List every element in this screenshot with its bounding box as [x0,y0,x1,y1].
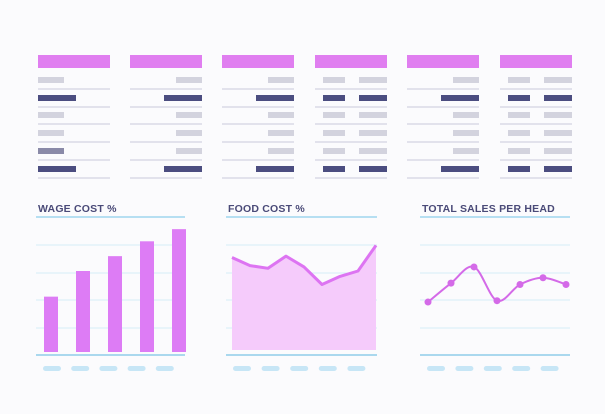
x-label-placeholder [455,366,474,371]
cell [268,77,294,83]
x-label-placeholder [99,366,118,371]
bar [172,229,186,352]
bar [44,296,58,352]
table-header [315,55,387,68]
cell [164,166,202,172]
cell [453,130,479,136]
cell [38,166,76,172]
cell [268,130,294,136]
cell [359,77,387,83]
table-header [38,55,110,68]
cell [453,77,479,83]
chart-title: TOTAL SALES PER HEAD [422,203,555,215]
x-label-placeholder [540,366,559,371]
cell [176,130,202,136]
cell [544,77,572,83]
cell [176,77,202,83]
x-label-placeholder [43,366,61,371]
x-label-placeholder [155,366,174,371]
cell [323,130,345,136]
x-label-placeholder [512,366,531,371]
cell [359,166,387,172]
area-line [231,244,378,286]
bar [76,271,90,352]
cell [544,112,572,118]
table-header [130,55,202,68]
cell [544,130,572,136]
point [539,274,547,282]
cell [176,148,202,154]
cell [508,166,530,172]
x-label-placeholder [318,366,337,371]
x-label-placeholder [290,366,309,371]
cell [453,112,479,118]
cell [359,95,387,101]
cell [359,148,387,154]
point [470,263,478,271]
chart-title: WAGE COST % [38,203,117,215]
bar [108,256,122,352]
cell [508,112,530,118]
cell [38,95,76,101]
cell [508,148,530,154]
x-label-placeholder [261,366,280,371]
x-label-placeholder [427,366,445,371]
cell [256,95,294,101]
placeholder-tables [38,55,572,179]
table-header [500,55,572,68]
cell [544,95,572,101]
table-header [407,55,479,68]
cell [508,130,530,136]
cell [323,166,345,172]
cell [164,95,202,101]
cell [38,112,64,118]
area [232,245,376,350]
point [424,298,432,306]
cell [323,148,345,154]
point [516,281,524,288]
cell [441,166,479,172]
point [562,281,570,288]
cell [38,130,64,136]
cell [176,112,202,118]
cell [544,148,572,154]
x-label-placeholder [71,366,90,371]
cell [508,95,530,101]
point [447,279,455,287]
cell [268,112,294,118]
cell [268,148,294,154]
cell [38,77,64,83]
cell [38,148,64,154]
cell [359,130,387,136]
cell [544,166,572,172]
x-label-placeholder [233,366,251,371]
cell [323,112,345,118]
cell [453,148,479,154]
x-label-placeholder [347,366,366,371]
x-label-placeholder [483,366,502,371]
bar [140,241,154,352]
cell [359,112,387,118]
cell [441,95,479,101]
chart-title: FOOD COST % [228,203,305,215]
point [493,297,501,305]
x-label-placeholder [127,366,146,371]
cell [508,77,530,83]
table-header [222,55,294,68]
cell [256,166,294,172]
cell [323,77,345,83]
cell [323,95,345,101]
